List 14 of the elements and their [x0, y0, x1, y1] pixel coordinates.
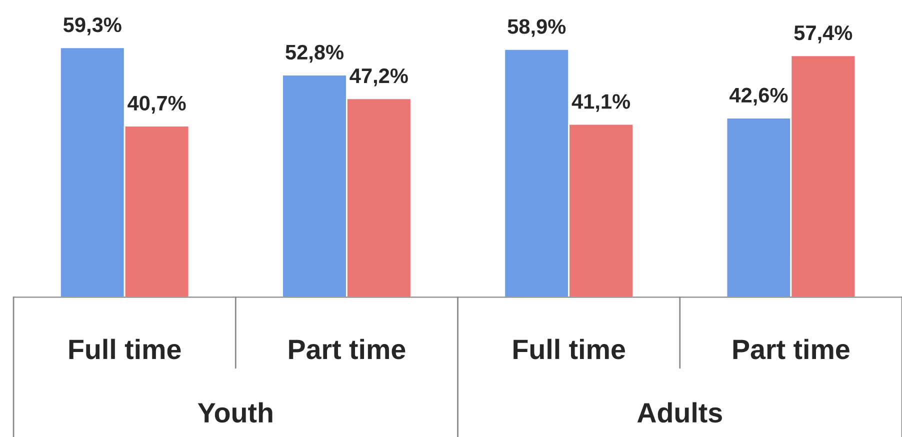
x-tick-label: Part time — [289, 338, 406, 360]
text: Youth — [198, 402, 272, 423]
data-label: 58,9% — [508, 19, 566, 37]
x-tick-label: Full time — [69, 338, 181, 360]
data-label: 40,7% — [128, 96, 186, 114]
data-label: 41,1% — [572, 94, 630, 112]
x-tick-label: Part time — [733, 338, 850, 360]
data-label: 47,2% — [350, 68, 408, 86]
data-label: 52,8% — [286, 44, 344, 63]
x-tick-label: Full time — [514, 338, 625, 360]
data-label: 59,3% — [63, 17, 122, 36]
data-label: 42,6% — [730, 88, 788, 106]
data-label: 57,4% — [794, 26, 852, 44]
text: Adults — [637, 402, 722, 423]
